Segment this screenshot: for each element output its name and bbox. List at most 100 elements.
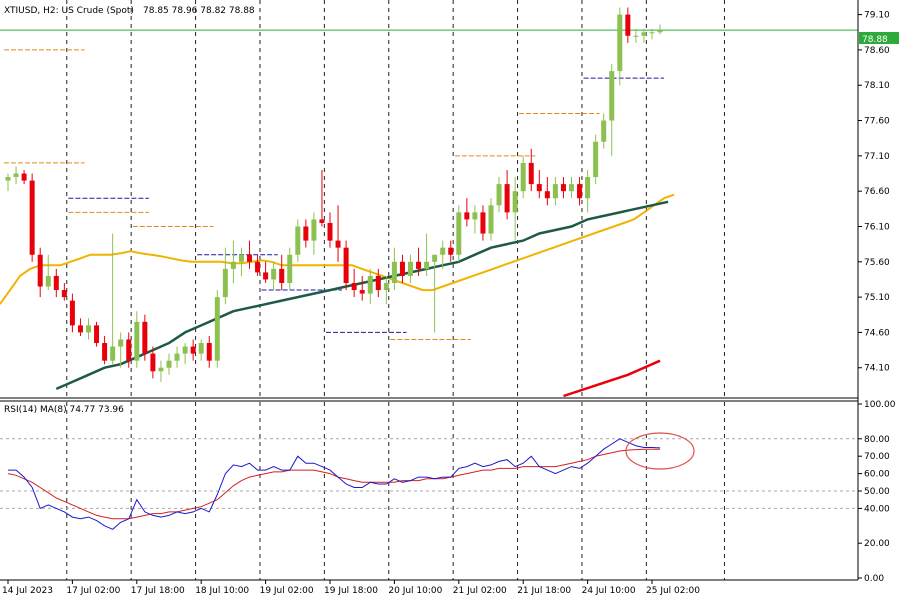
time-tick-label: 21 Jul 18:00 (517, 586, 571, 596)
candle-body (416, 261, 422, 269)
candle-body (432, 254, 438, 262)
price-tick-label: 78.60 (864, 46, 890, 56)
candle-body (102, 343, 108, 361)
candle-body (649, 32, 655, 34)
price-tick-label: 77.10 (864, 152, 890, 162)
candle-body (536, 184, 542, 192)
candle-body (472, 212, 478, 220)
candle-body (480, 212, 486, 234)
channel-line (563, 359, 661, 398)
candle-body (560, 184, 566, 192)
rsi-tick-label: 60.00 (864, 470, 890, 480)
candle-body (142, 321, 148, 354)
candle-body (544, 191, 550, 199)
candle-body (552, 184, 558, 199)
candle-body (263, 272, 269, 280)
candle-body (440, 247, 446, 255)
candle-body (520, 162, 526, 192)
candle-body (271, 268, 277, 280)
price-tick-label: 74.10 (864, 364, 890, 374)
candle-body (206, 343, 212, 361)
candle-body (335, 240, 341, 248)
candle-body (166, 360, 172, 368)
candle-body (383, 282, 389, 291)
candle-body (504, 184, 510, 213)
candle-body (343, 247, 349, 283)
candle-body (375, 275, 381, 291)
candle-body (53, 275, 59, 291)
candle-body (657, 30, 663, 33)
rsi-highlight-ellipse (625, 432, 695, 470)
candle-body (399, 261, 405, 276)
rsi-tick-label: 80.00 (864, 435, 890, 445)
candle-body (238, 254, 244, 262)
price-tick-label: 74.60 (864, 328, 890, 338)
candle-body (593, 141, 599, 178)
axis-layer: 79.10 78.60 78.10 77.60 77.10 76.60 76.10 75.60… (2, 11, 896, 596)
candle-body (448, 247, 454, 255)
candle-body (110, 346, 116, 361)
candle-body (255, 261, 261, 273)
candle-body (45, 275, 51, 287)
candle-body (601, 120, 607, 142)
rsi-header: RSI(14) MA(8) 74.77 73.96 (4, 405, 124, 415)
candle-body (319, 219, 325, 223)
price-tick-label: 76.10 (864, 222, 890, 232)
rsi-tick-label: 40.00 (864, 504, 890, 514)
price-tick-label: 75.10 (864, 293, 890, 303)
price-tick-label: 79.10 (864, 11, 890, 21)
candle-layer (5, 7, 663, 382)
candle-body (37, 254, 43, 287)
time-tick-label: 19 Jul 02:00 (260, 586, 314, 596)
time-tick-label: 17 Jul 18:00 (131, 586, 185, 596)
time-tick-label: 21 Jul 02:00 (453, 586, 507, 596)
candle-body (118, 339, 124, 347)
time-tick-label: 25 Jul 02:00 (646, 586, 700, 596)
price-tick-label: 76.60 (864, 187, 890, 197)
candle-body (158, 367, 164, 372)
candle-body (94, 325, 100, 344)
candle-body (69, 300, 75, 326)
candle-body (327, 222, 333, 241)
candle-body (150, 353, 156, 372)
candle-body (134, 321, 140, 361)
candle-body (641, 32, 647, 36)
candle-body (198, 343, 204, 354)
candle-body (488, 205, 494, 234)
candle-body (633, 35, 639, 37)
candle-body (247, 254, 252, 262)
candle-body (230, 261, 236, 269)
candle-body (182, 346, 188, 354)
candle-body (424, 261, 430, 269)
time-tick-label: 20 Jul 10:00 (388, 586, 442, 596)
time-tick-label: 24 Jul 10:00 (582, 586, 636, 596)
candle-body (295, 226, 301, 255)
candle-body (126, 339, 132, 361)
rsi-tick-label: 100.00 (864, 400, 896, 410)
rsi-tick-label: 50.00 (864, 487, 890, 497)
candle-body (391, 261, 397, 283)
rsi-line (8, 438, 661, 530)
candle-body (174, 353, 180, 361)
candle-body (190, 346, 196, 354)
rsi-ma-line (7, 448, 661, 520)
ohlc-header: 78.85 78.96 78.82 78.88 (143, 6, 255, 16)
time-tick-label: 19 Jul 18:00 (324, 586, 378, 596)
candle-body (625, 14, 631, 36)
candle-body (61, 290, 67, 298)
grid-layer (0, 0, 858, 580)
candle-body (359, 290, 365, 294)
candle-body (303, 226, 309, 241)
rsi-tick-label: 70.00 (864, 452, 890, 462)
candle-body (569, 184, 574, 192)
candle-body (464, 212, 470, 220)
price-tick-label: 75.60 (864, 258, 890, 268)
candle-body (29, 180, 35, 255)
current-price-badge (859, 32, 899, 44)
price-tick-label: 78.10 (864, 81, 890, 91)
time-tick-label: 17 Jul 02:00 (66, 586, 120, 596)
candle-body (351, 282, 357, 291)
rsi-tick-label: 20.00 (864, 539, 890, 549)
